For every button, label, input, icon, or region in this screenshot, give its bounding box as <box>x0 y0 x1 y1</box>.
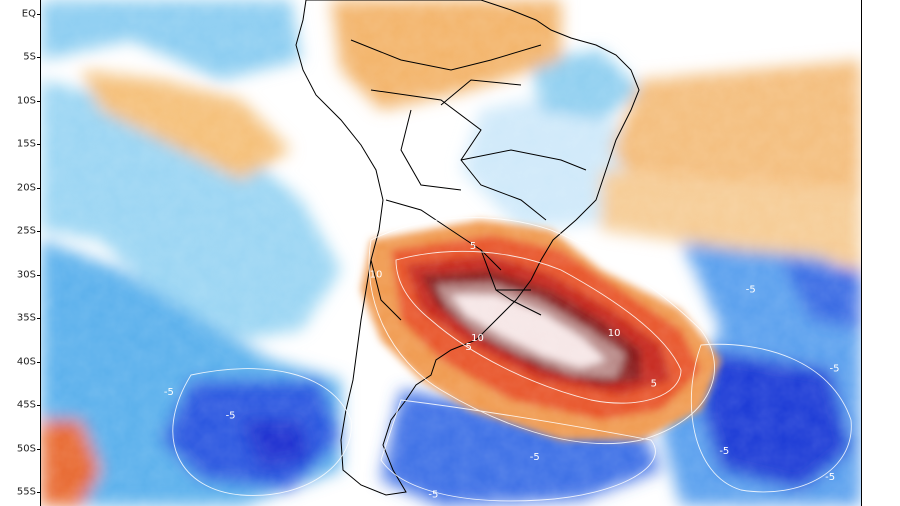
latitude-tick <box>37 274 41 276</box>
contour-lines <box>172 217 852 502</box>
contour-label: 5 <box>651 378 657 389</box>
contour-label: -5 <box>530 452 540 463</box>
latitude-tick <box>37 361 41 363</box>
contour-label: -5 <box>164 387 174 398</box>
latitude-axis: EQ 5S 10S 15S 20S 25S 30S 35S 40S 45S 50S 55S <box>0 0 41 506</box>
latitude-tick <box>37 492 41 493</box>
latitude-label: 40S <box>16 356 36 368</box>
contour-label: -5 <box>746 285 756 296</box>
latitude-label: 25S <box>16 225 36 237</box>
latitude-tick <box>37 100 41 102</box>
continent-outline <box>295 0 640 496</box>
latitude-tick <box>37 187 41 189</box>
latitude-tick <box>37 57 41 59</box>
contour-label: -5 <box>719 446 729 457</box>
latitude-tick <box>37 448 41 450</box>
latitude-tick <box>37 318 41 320</box>
latitude-tick <box>37 14 41 15</box>
south-america-coastline <box>295 0 640 496</box>
latitude-tick <box>37 405 41 407</box>
latitude-label: 50S <box>16 443 36 455</box>
latitude-label: 10S <box>16 95 36 107</box>
latitude-label: 55S <box>16 486 36 498</box>
latitude-tick <box>37 144 41 146</box>
contour-label: 10 <box>471 333 484 344</box>
latitude-label: 35S <box>16 312 36 324</box>
latitude-label: 20S <box>16 182 36 194</box>
contour-label: -5 <box>428 490 438 501</box>
contour-label: 10 <box>608 328 621 339</box>
contour-label: 5 <box>470 241 476 252</box>
latitude-label: 15S <box>16 138 36 150</box>
latitude-label: 5S <box>23 51 36 63</box>
latitude-label: EQ <box>21 8 36 20</box>
latitude-tick <box>37 231 41 233</box>
contour-label: -5 <box>226 411 236 422</box>
latitude-label: 30S <box>16 269 36 281</box>
contour-label: 5 <box>465 342 471 353</box>
contour-label: 10 <box>370 270 383 281</box>
contour-label: -5 <box>825 472 835 483</box>
map-frame: 10 10 10 5 5 5 -5 -5 -5 -5 -5 -5 -5 -5 <box>40 0 862 506</box>
country-borders <box>350 39 587 321</box>
latitude-label: 45S <box>16 399 36 411</box>
contour-label: -5 <box>830 364 840 375</box>
